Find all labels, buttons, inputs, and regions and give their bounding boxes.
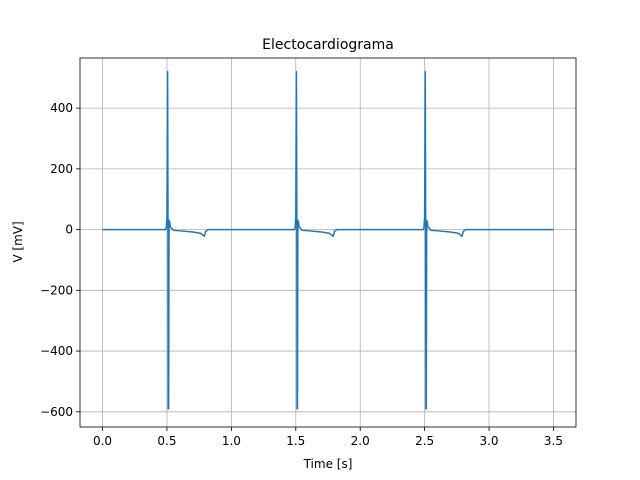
x-tick-label: 3.5 — [544, 434, 563, 448]
y-tick-label: 200 — [50, 162, 73, 176]
y-tick-label: −400 — [40, 344, 73, 358]
x-tick-label: 1.0 — [222, 434, 241, 448]
x-tick-label: 2.5 — [415, 434, 434, 448]
x-tick-label: 1.5 — [286, 434, 305, 448]
plot-frame — [79, 57, 577, 428]
x-axis-label: Time [s] — [303, 457, 353, 471]
y-tick-label: −200 — [40, 283, 73, 297]
y-tick-label: −600 — [40, 405, 73, 419]
x-tick-label: 3.0 — [479, 434, 498, 448]
y-axis-label: V [mV] — [11, 221, 25, 262]
plot-layer — [102, 70, 554, 410]
x-tick-label: 0.0 — [93, 434, 112, 448]
x-tick-label: 0.5 — [157, 434, 176, 448]
ticks: 0.0 0.5 1.0 1.5 2.0 2.5 3.0 3.5 −600 −400 −200 0 200… — [40, 101, 563, 448]
ecg-series-line — [102, 70, 554, 410]
y-tick-label: 400 — [50, 101, 73, 115]
x-tick-label: 2.0 — [351, 434, 370, 448]
y-tick-label: 0 — [65, 223, 73, 237]
chart-title: Electocardiograma — [262, 37, 394, 53]
